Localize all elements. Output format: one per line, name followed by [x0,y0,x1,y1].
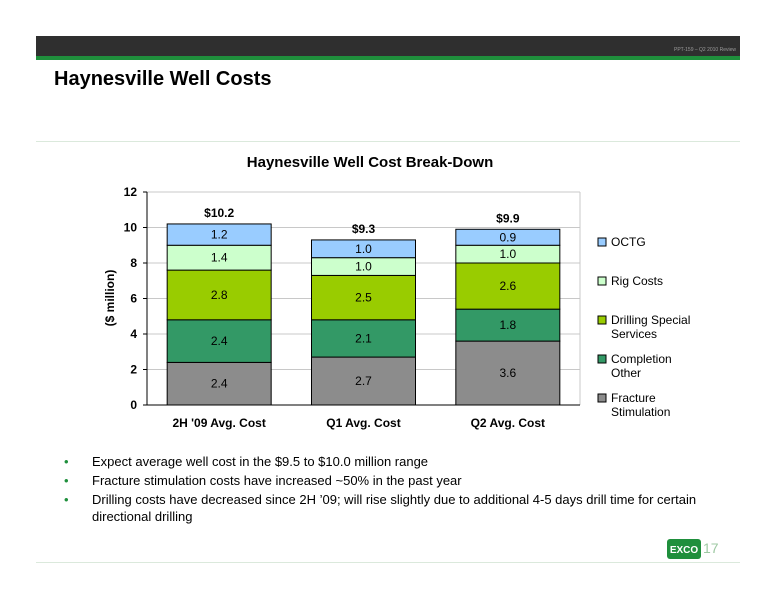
bar-segment [166,319,272,363]
legend-label: Fracture Stimulation [611,391,670,419]
bar-segment [166,223,272,246]
legend-swatch [597,276,607,286]
legend-swatch [597,354,607,364]
data-label: 2.5 [355,291,372,305]
bullet-text: Drilling costs have decreased since 2H ’… [92,492,697,524]
x-tick-label: Q2 Avg. Cost [471,416,545,430]
y-tick-label: 2 [130,363,137,377]
total-label: $10.2 [204,206,234,220]
bar-segment [311,274,416,321]
logo-text: EXCO [670,545,699,556]
legend-label: OCTG [611,235,646,249]
legend-swatch [597,393,607,403]
bar-segment [455,262,561,310]
data-label: 1.2 [211,228,228,242]
legend-label: Completion Other [611,352,672,380]
bar-segment [311,319,416,358]
data-label: 2.8 [211,288,228,302]
bar-segment [311,239,416,259]
legend-label: Drilling Special Services [611,313,690,341]
bullet-text: Fracture stimulation costs have increase… [92,473,462,488]
legend-swatch [597,315,607,325]
data-label: 1.8 [499,318,516,332]
data-label: 2.4 [211,377,228,391]
bullet-marker: • [64,454,69,469]
data-label: 1.0 [499,247,516,261]
bullet-marker: • [64,492,69,507]
bullet-item: • Drilling costs have decreased since 2H … [64,491,724,525]
data-label: 1.0 [355,260,372,274]
data-label: 0.9 [499,230,516,244]
data-label: 1.0 [355,242,372,256]
bar-segment [166,244,272,271]
bullet-list: • Expect average well cost in the $9.5 to… [64,453,724,527]
slide-title: Haynesville Well Costs [54,68,272,90]
bar-segment [455,340,561,406]
x-tick-label: Q1 Avg. Cost [326,416,400,430]
y-tick-label: 10 [124,221,138,235]
plot-area: 0 2 4 6 8 10 12 2.4 2.4 2.8 1.4 1.2 $10.2 2H '09 Avg.… [124,185,691,430]
y-tick-label: 12 [124,185,138,199]
bar-segment [455,228,561,246]
divider-bottom [36,562,740,563]
y-tick-label: 6 [130,292,137,306]
page-number: 17 [703,540,719,556]
data-label: 2.6 [499,279,516,293]
bar-segment [166,269,272,321]
divider-top [36,141,740,142]
chart-title: Haynesville Well Cost Break-Down [247,154,493,171]
total-label: $9.9 [496,211,520,225]
y-tick-label: 8 [130,256,137,270]
y-tick-label: 0 [130,398,137,412]
bullet-text: Expect average well cost in the $9.5 to … [92,454,429,469]
legend-label: Rig Costs [611,274,663,288]
y-tick-label: 4 [130,327,137,341]
bar-segment [311,356,416,406]
legend-swatch [597,237,607,247]
bullet-marker: • [64,473,69,488]
bullet-item: • Expect average well cost in the $9.5 to… [64,453,724,470]
data-label: 2.1 [355,331,372,345]
presentation-ref-code: PPT-159 – Q2 2010 Review [674,47,736,53]
data-label: 2.4 [211,334,228,348]
bullet-item: • Fracture stimulation costs have increas… [64,472,724,489]
exco-logo: EXCO [667,539,701,559]
header-bar [36,36,740,56]
total-label: $9.3 [352,222,376,236]
header-accent-stripe [36,56,740,60]
x-tick-label: 2H '09 Avg. Cost [173,416,266,430]
data-label: 2.7 [355,374,372,388]
data-label: 3.6 [499,366,516,380]
y-axis-label: ($ million) [103,270,117,327]
data-label: 1.4 [211,251,228,265]
